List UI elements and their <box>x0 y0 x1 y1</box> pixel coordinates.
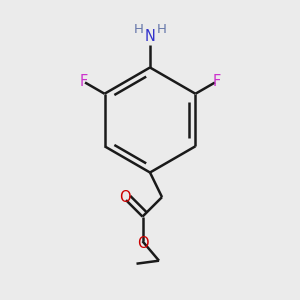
Text: H: H <box>134 23 143 36</box>
Text: H: H <box>157 23 166 36</box>
Text: F: F <box>80 74 88 89</box>
Text: O: O <box>119 190 130 205</box>
Text: F: F <box>212 74 220 89</box>
Text: N: N <box>145 29 155 44</box>
Text: O: O <box>137 236 148 251</box>
